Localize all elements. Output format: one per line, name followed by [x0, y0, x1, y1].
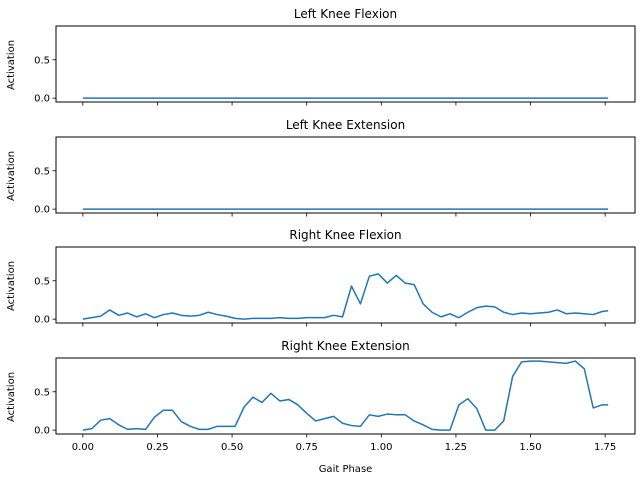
x-tick-label: 1.75 — [594, 442, 616, 453]
y-axis-label: Activation — [6, 151, 17, 201]
x-tick-label: 0.00 — [72, 442, 94, 453]
y-axis-label: Activation — [6, 372, 17, 422]
y-tick-label: 0.5 — [34, 55, 50, 66]
axes-frame — [55, 25, 636, 103]
x-axis-label: Gait Phase — [319, 464, 373, 475]
x-tick-label: 1.25 — [445, 442, 467, 453]
y-tick-label: 0.5 — [34, 276, 50, 287]
x-tick-label: 1.50 — [519, 442, 541, 453]
subplot-right-knee-extension: Right Knee Extension Activation Gait Pha… — [6, 339, 636, 475]
y-tick-label: 0.5 — [34, 166, 50, 177]
plot-area: 0.0 0.5 — [34, 25, 636, 106]
y-tick-label: 0.5 — [34, 387, 50, 398]
y-tick-label: 0.0 — [34, 426, 50, 437]
y-tick-label: 0.0 — [34, 94, 50, 105]
subplot-left-knee-flexion: Left Knee Flexion Activation 0.0 0.5 — [6, 7, 636, 106]
y-tick-label: 0.0 — [34, 315, 50, 326]
plot-area: 0.0 0.5 0.00 0.25 0.50 0.75 1.00 1.25 1.50 1.75 — [34, 357, 636, 453]
axes-frame — [55, 136, 636, 214]
series-line — [82, 273, 609, 320]
axes-frame — [55, 246, 636, 324]
series-line — [82, 360, 609, 431]
x-tick-label: 0.25 — [146, 442, 168, 453]
subplot-title: Right Knee Extension — [281, 339, 409, 353]
subplot-right-knee-flexion: Right Knee Flexion Activation 0.0 0.5 — [6, 228, 636, 327]
x-tick-label: 1.00 — [370, 442, 392, 453]
plot-area: 0.0 0.5 — [34, 136, 636, 217]
subplot-title: Left Knee Extension — [286, 118, 405, 132]
x-tick-label: 0.75 — [296, 442, 318, 453]
subplot-title: Left Knee Flexion — [294, 7, 397, 21]
y-axis-label: Activation — [6, 40, 17, 90]
y-tick-label: 0.0 — [34, 205, 50, 216]
y-axis-label: Activation — [6, 261, 17, 311]
axes-frame — [55, 357, 636, 435]
subplot-title: Right Knee Flexion — [289, 228, 401, 242]
plot-area: 0.0 0.5 — [34, 246, 636, 327]
subplot-left-knee-extension: Left Knee Extension Activation 0.0 0.5 — [6, 118, 636, 217]
x-tick-label: 0.50 — [221, 442, 243, 453]
